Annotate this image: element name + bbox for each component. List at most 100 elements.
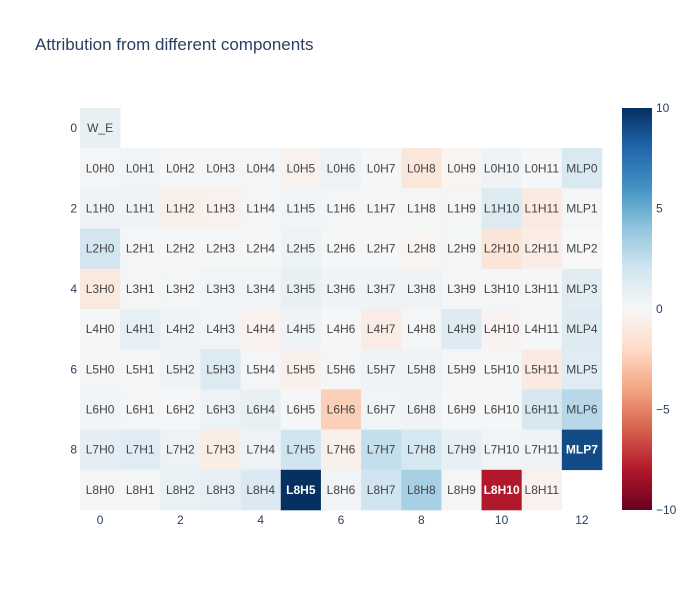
cell-label: L7H9	[447, 443, 476, 457]
heatmap-cell	[320, 309, 362, 350]
cell-label: L2H0	[86, 242, 115, 256]
heatmap-cell	[280, 429, 322, 471]
cell-label: L5H1	[126, 362, 155, 376]
cell-label: L0H10	[484, 161, 520, 175]
cell-label: L7H5	[287, 443, 316, 457]
cell-label: L8H11	[525, 483, 560, 497]
heatmap-cells: W_E L0H0 L0H1 L0H2 L0H3 L0H4 L0H5 L0H6 L0H7 L0H8 L…	[80, 108, 603, 511]
heatmap-cell	[320, 429, 362, 471]
heatmap-cell	[200, 429, 241, 471]
heatmap-cell	[401, 268, 442, 310]
cell-label: L8H2	[166, 483, 195, 497]
cell-label: L6H10	[484, 403, 520, 417]
cell-label: L7H0	[86, 443, 115, 457]
heatmap-cell	[401, 349, 442, 390]
cell-label: L4H7	[367, 322, 396, 336]
colorbar	[622, 108, 652, 510]
heatmap-cell	[320, 268, 362, 310]
heatmap-cell	[120, 349, 161, 390]
cell-label: MLP7	[566, 443, 598, 457]
heatmap-cell	[481, 268, 522, 310]
heatmap-cell	[361, 309, 402, 350]
heatmap-cell	[401, 309, 442, 350]
heatmap-cell	[401, 389, 442, 430]
heatmap-cell	[120, 469, 161, 511]
heatmap-cell	[120, 309, 161, 350]
cell-label: L5H5	[287, 362, 316, 376]
cell-label: L0H1	[126, 161, 155, 175]
cell-label: L3H6	[327, 282, 356, 296]
cell-label: L0H9	[447, 161, 476, 175]
cell-label: L1H1	[126, 202, 155, 216]
chart-title: Attribution from different components	[35, 35, 313, 54]
heatmap-cell	[561, 228, 603, 270]
cell-label: L7H2	[166, 443, 195, 457]
x-tick-label: 10	[495, 513, 509, 527]
heatmap-cell	[441, 148, 482, 189]
heatmap-cell	[240, 188, 282, 229]
cell-label: L2H2	[166, 242, 195, 256]
cell-label: L1H2	[166, 202, 195, 216]
heatmap-cell	[160, 429, 201, 471]
cell-label: L2H3	[206, 242, 235, 256]
cell-label: L2H1	[126, 242, 155, 256]
heatmap-cell	[481, 469, 522, 511]
heatmap-cell	[320, 469, 362, 511]
cell-label: L4H2	[166, 322, 195, 336]
heatmap-cell	[240, 148, 282, 189]
heatmap-cell	[521, 268, 563, 310]
heatmap-cell	[240, 429, 282, 471]
y-axis-ticks: 0 2 4 6 8	[70, 121, 77, 457]
heatmap-cell	[561, 429, 603, 471]
heatmap-cell	[160, 309, 201, 350]
heatmap-cell	[240, 268, 282, 310]
cell-label: L8H8	[407, 483, 436, 497]
colorbar-tick-label: 10	[656, 101, 670, 115]
cell-label: L8H4	[246, 483, 275, 497]
heatmap-cell	[521, 429, 563, 471]
cell-label: L6H1	[126, 403, 155, 417]
y-tick-label: 2	[70, 202, 77, 216]
heatmap-cell	[280, 309, 322, 350]
cell-label: L1H5	[287, 202, 316, 216]
y-tick-label: 4	[70, 282, 77, 296]
heatmap-cell	[320, 188, 362, 229]
cell-label: MLP0	[566, 161, 598, 175]
heatmap-cell	[481, 349, 522, 390]
cell-label: L6H5	[287, 403, 316, 417]
cell-label: L4H3	[206, 322, 235, 336]
cell-label: L7H10	[484, 443, 520, 457]
cell-label: L6H3	[206, 403, 235, 417]
heatmap-cell	[240, 309, 282, 350]
cell-label: L3H5	[287, 282, 316, 296]
heatmap-cell	[240, 228, 282, 270]
y-tick-label: 6	[70, 362, 77, 376]
x-tick-label: 4	[257, 513, 264, 527]
cell-label: L2H11	[525, 242, 560, 256]
cell-label: L7H3	[206, 443, 235, 457]
cell-label: W_E	[87, 121, 113, 135]
cell-label: L8H1	[126, 483, 155, 497]
cell-label: L6H8	[407, 403, 436, 417]
heatmap-cell	[361, 469, 402, 511]
x-tick-label: 12	[575, 513, 589, 527]
heatmap-cell	[280, 228, 322, 270]
cell-label: L5H6	[327, 362, 356, 376]
cell-label: L5H4	[246, 362, 275, 376]
heatmap-cell	[521, 389, 563, 430]
cell-label: L6H9	[447, 403, 476, 417]
heatmap-cell	[80, 108, 121, 149]
heatmap-cell	[200, 349, 241, 390]
colorbar-tick-label: 5	[656, 202, 663, 216]
heatmap-cell	[441, 309, 482, 350]
cell-label: L2H5	[287, 242, 316, 256]
heatmap-cell	[120, 429, 161, 471]
heatmap-cell	[160, 349, 201, 390]
cell-label: L1H4	[246, 202, 275, 216]
cell-label: L5H0	[86, 362, 115, 376]
heatmap-cell	[320, 349, 362, 390]
cell-label: L4H9	[447, 322, 476, 336]
cell-label: L5H11	[525, 362, 560, 376]
heatmap-cell	[120, 389, 161, 430]
cell-label: MLP5	[566, 362, 598, 376]
